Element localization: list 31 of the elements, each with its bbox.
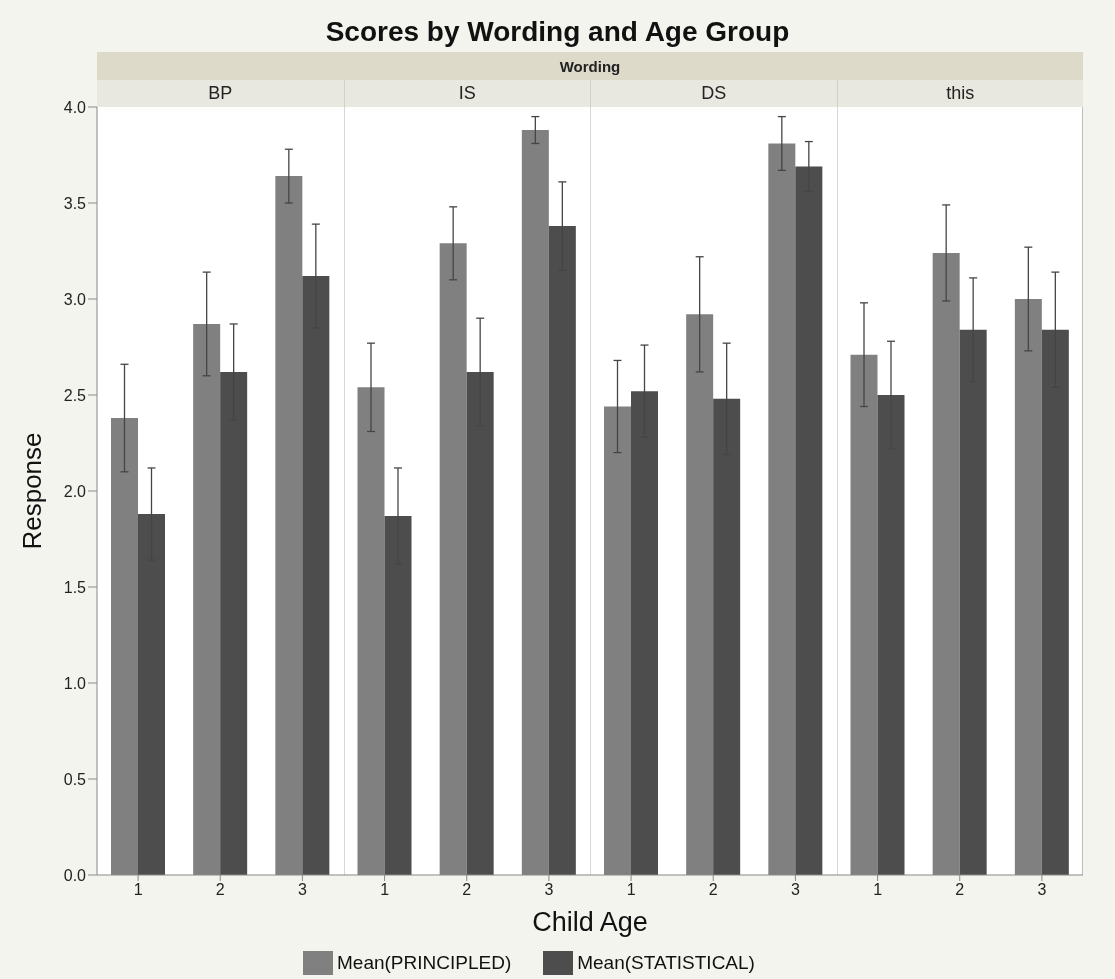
y-tick-label: 4.0 <box>63 98 87 116</box>
y-tick-label: 3.0 <box>63 290 87 308</box>
x-tick-label: 3 <box>544 881 554 899</box>
y-tick-label: 0.0 <box>63 866 87 884</box>
x-tick-label: 1 <box>133 881 143 899</box>
x-axis-title: Child Age <box>532 907 648 937</box>
legend-label: Mean(STATISTICAL) <box>577 951 755 975</box>
x-tick-label: 2 <box>955 881 965 899</box>
text: Wording <box>559 57 621 75</box>
text: this <box>946 83 975 104</box>
x-tick-label: 1 <box>626 881 636 899</box>
x-tick-label: 3 <box>1037 881 1047 899</box>
x-tick-label: 2 <box>215 881 225 899</box>
y-tick-label: 2.0 <box>63 482 87 500</box>
text: DS <box>701 83 727 104</box>
text: IS <box>458 83 476 104</box>
x-tick-label: 3 <box>297 881 307 899</box>
text: BP <box>208 83 233 104</box>
x-tick-label: 1 <box>873 881 883 899</box>
y-tick-label: 3.5 <box>63 194 87 212</box>
y-tick-label: 1.0 <box>63 674 87 692</box>
x-tick-label: 3 <box>790 881 800 899</box>
y-axis-title: Response <box>16 432 47 550</box>
legend-label: Mean(PRINCIPLED) <box>337 951 512 975</box>
x-tick-label: 2 <box>462 881 472 899</box>
y-tick-label: 2.5 <box>63 386 87 404</box>
x-tick-label: 2 <box>708 881 718 899</box>
x-tick-label: 1 <box>380 881 390 899</box>
chart-title: Scores by Wording and Age Group <box>325 16 790 47</box>
y-tick-label: 1.5 <box>63 578 87 596</box>
y-tick-label: 0.5 <box>63 770 87 788</box>
